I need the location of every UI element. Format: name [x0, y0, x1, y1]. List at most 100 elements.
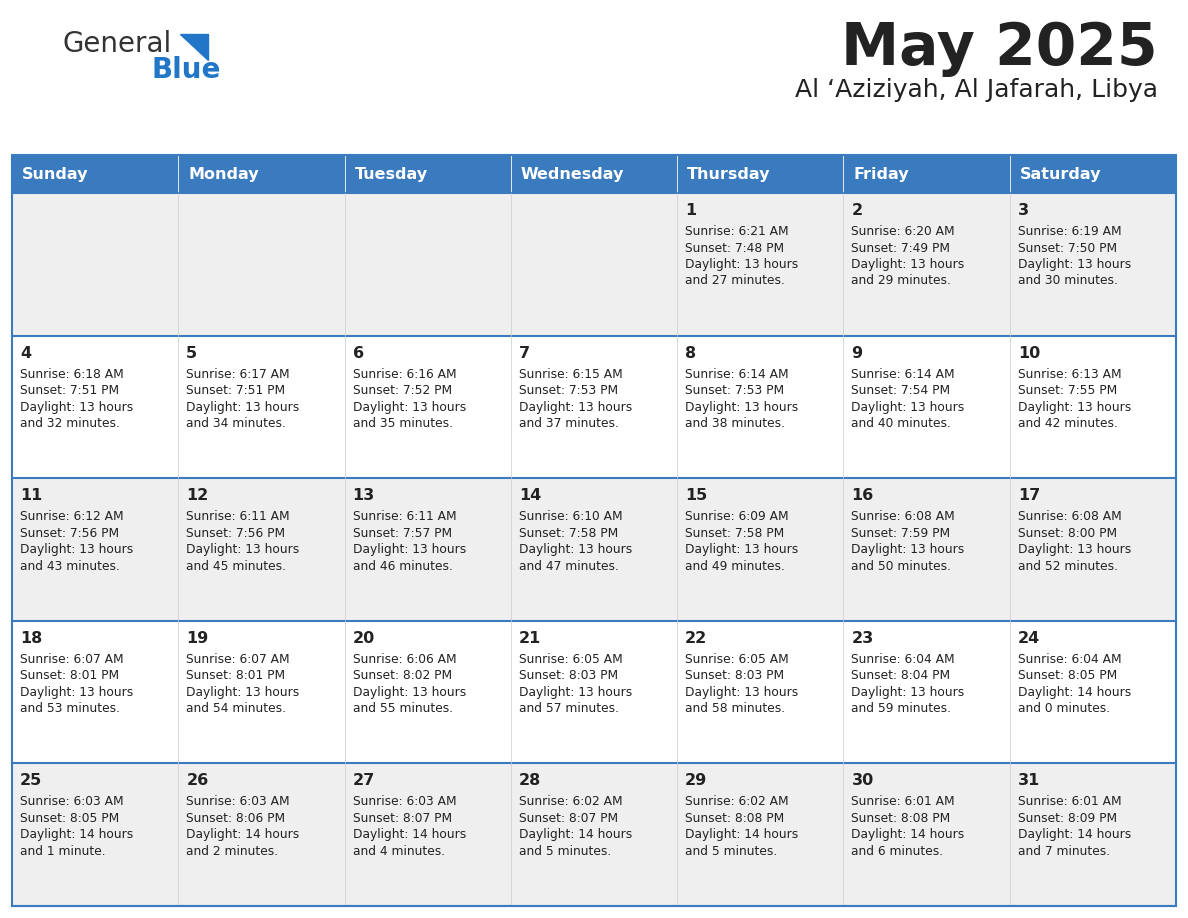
Text: and 6 minutes.: and 6 minutes. [852, 845, 943, 858]
Text: Sunrise: 6:05 AM: Sunrise: 6:05 AM [519, 653, 623, 666]
Text: Sunday: Sunday [23, 166, 88, 182]
Bar [178, 336, 345, 478]
Text: Sunset: 7:59 PM: Sunset: 7:59 PM [852, 527, 950, 540]
Text: Sunset: 7:57 PM: Sunset: 7:57 PM [353, 527, 451, 540]
Text: Sunrise: 6:12 AM: Sunrise: 6:12 AM [20, 510, 124, 523]
Text: Sunset: 7:53 PM: Sunset: 7:53 PM [685, 384, 784, 397]
Text: Sunset: 8:08 PM: Sunset: 8:08 PM [852, 812, 950, 825]
Text: Daylight: 13 hours: Daylight: 13 hours [519, 400, 632, 414]
Bar [843, 336, 1010, 478]
Bar [511, 621, 677, 764]
Text: and 38 minutes.: and 38 minutes. [685, 417, 785, 431]
Text: Sunrise: 6:08 AM: Sunrise: 6:08 AM [852, 510, 955, 523]
Bar [345, 336, 511, 478]
Text: 2: 2 [852, 203, 862, 218]
Text: Blue: Blue [152, 56, 221, 84]
Bar [12, 478, 178, 621]
Text: Sunrise: 6:07 AM: Sunrise: 6:07 AM [20, 653, 124, 666]
Bar [677, 478, 843, 621]
Text: and 2 minutes.: and 2 minutes. [187, 845, 278, 858]
Text: Daylight: 14 hours: Daylight: 14 hours [685, 828, 798, 842]
Text: Sunset: 7:54 PM: Sunset: 7:54 PM [852, 384, 950, 397]
Text: Sunrise: 6:05 AM: Sunrise: 6:05 AM [685, 653, 789, 666]
Text: Daylight: 13 hours: Daylight: 13 hours [20, 686, 133, 699]
Text: Daylight: 14 hours: Daylight: 14 hours [187, 828, 299, 842]
Bar [1010, 478, 1176, 621]
Text: Sunrise: 6:19 AM: Sunrise: 6:19 AM [1018, 225, 1121, 238]
Text: Sunrise: 6:13 AM: Sunrise: 6:13 AM [1018, 367, 1121, 381]
Text: Daylight: 13 hours: Daylight: 13 hours [1018, 258, 1131, 271]
Text: Daylight: 14 hours: Daylight: 14 hours [1018, 686, 1131, 699]
Text: and 43 minutes.: and 43 minutes. [20, 560, 120, 573]
Text: Sunset: 8:07 PM: Sunset: 8:07 PM [353, 812, 451, 825]
Bar [843, 478, 1010, 621]
Text: Daylight: 13 hours: Daylight: 13 hours [685, 400, 798, 414]
Text: Daylight: 13 hours: Daylight: 13 hours [187, 686, 299, 699]
Text: and 49 minutes.: and 49 minutes. [685, 560, 785, 573]
Text: and 37 minutes.: and 37 minutes. [519, 417, 619, 431]
Text: Daylight: 13 hours: Daylight: 13 hours [519, 686, 632, 699]
Text: Sunset: 8:09 PM: Sunset: 8:09 PM [1018, 812, 1117, 825]
Text: Sunrise: 6:03 AM: Sunrise: 6:03 AM [353, 795, 456, 809]
Text: 20: 20 [353, 631, 375, 645]
Bar [677, 764, 843, 906]
Text: Daylight: 13 hours: Daylight: 13 hours [353, 686, 466, 699]
Text: and 32 minutes.: and 32 minutes. [20, 417, 120, 431]
Text: and 58 minutes.: and 58 minutes. [685, 702, 785, 715]
Text: Sunrise: 6:18 AM: Sunrise: 6:18 AM [20, 367, 124, 381]
Text: Wednesday: Wednesday [520, 166, 624, 182]
Text: and 46 minutes.: and 46 minutes. [353, 560, 453, 573]
Text: and 55 minutes.: and 55 minutes. [353, 702, 453, 715]
Text: 22: 22 [685, 631, 707, 645]
Text: Sunrise: 6:04 AM: Sunrise: 6:04 AM [1018, 653, 1121, 666]
Text: Al ‘Aziziyah, Al Jafarah, Libya: Al ‘Aziziyah, Al Jafarah, Libya [795, 78, 1158, 102]
Text: Sunset: 8:01 PM: Sunset: 8:01 PM [187, 669, 285, 682]
Text: Daylight: 13 hours: Daylight: 13 hours [20, 543, 133, 556]
Bar [677, 155, 843, 193]
Text: Daylight: 13 hours: Daylight: 13 hours [685, 543, 798, 556]
Text: and 29 minutes.: and 29 minutes. [852, 274, 952, 287]
Text: and 47 minutes.: and 47 minutes. [519, 560, 619, 573]
Text: Saturday: Saturday [1019, 166, 1101, 182]
Bar [345, 155, 511, 193]
Bar [677, 336, 843, 478]
Text: Sunset: 8:01 PM: Sunset: 8:01 PM [20, 669, 119, 682]
Bar [12, 336, 178, 478]
Bar [178, 478, 345, 621]
Text: Daylight: 13 hours: Daylight: 13 hours [1018, 543, 1131, 556]
Text: Daylight: 14 hours: Daylight: 14 hours [519, 828, 632, 842]
Text: 18: 18 [20, 631, 43, 645]
Text: 21: 21 [519, 631, 541, 645]
Text: 13: 13 [353, 488, 375, 503]
Bar [843, 193, 1010, 336]
Text: and 30 minutes.: and 30 minutes. [1018, 274, 1118, 287]
Text: Sunrise: 6:07 AM: Sunrise: 6:07 AM [187, 653, 290, 666]
Text: 11: 11 [20, 488, 43, 503]
Text: Sunrise: 6:17 AM: Sunrise: 6:17 AM [187, 367, 290, 381]
Text: 15: 15 [685, 488, 707, 503]
Text: Sunset: 7:52 PM: Sunset: 7:52 PM [353, 384, 451, 397]
Bar [1010, 764, 1176, 906]
Bar [1010, 155, 1176, 193]
Text: 3: 3 [1018, 203, 1029, 218]
Text: Sunset: 8:02 PM: Sunset: 8:02 PM [353, 669, 451, 682]
Text: Monday: Monday [188, 166, 259, 182]
Text: Sunset: 8:08 PM: Sunset: 8:08 PM [685, 812, 784, 825]
Bar [12, 621, 178, 764]
Text: and 59 minutes.: and 59 minutes. [852, 702, 952, 715]
Text: Sunset: 8:05 PM: Sunset: 8:05 PM [1018, 669, 1117, 682]
Bar [843, 764, 1010, 906]
Text: Sunrise: 6:08 AM: Sunrise: 6:08 AM [1018, 510, 1121, 523]
Bar [1010, 336, 1176, 478]
Text: Sunrise: 6:01 AM: Sunrise: 6:01 AM [1018, 795, 1121, 809]
Text: 10: 10 [1018, 345, 1040, 361]
Bar [843, 621, 1010, 764]
Text: and 40 minutes.: and 40 minutes. [852, 417, 952, 431]
Text: 4: 4 [20, 345, 31, 361]
Text: Daylight: 13 hours: Daylight: 13 hours [852, 400, 965, 414]
Bar [345, 621, 511, 764]
Text: Sunset: 8:04 PM: Sunset: 8:04 PM [852, 669, 950, 682]
Text: Sunset: 7:51 PM: Sunset: 7:51 PM [20, 384, 119, 397]
Bar [345, 478, 511, 621]
Text: 16: 16 [852, 488, 873, 503]
